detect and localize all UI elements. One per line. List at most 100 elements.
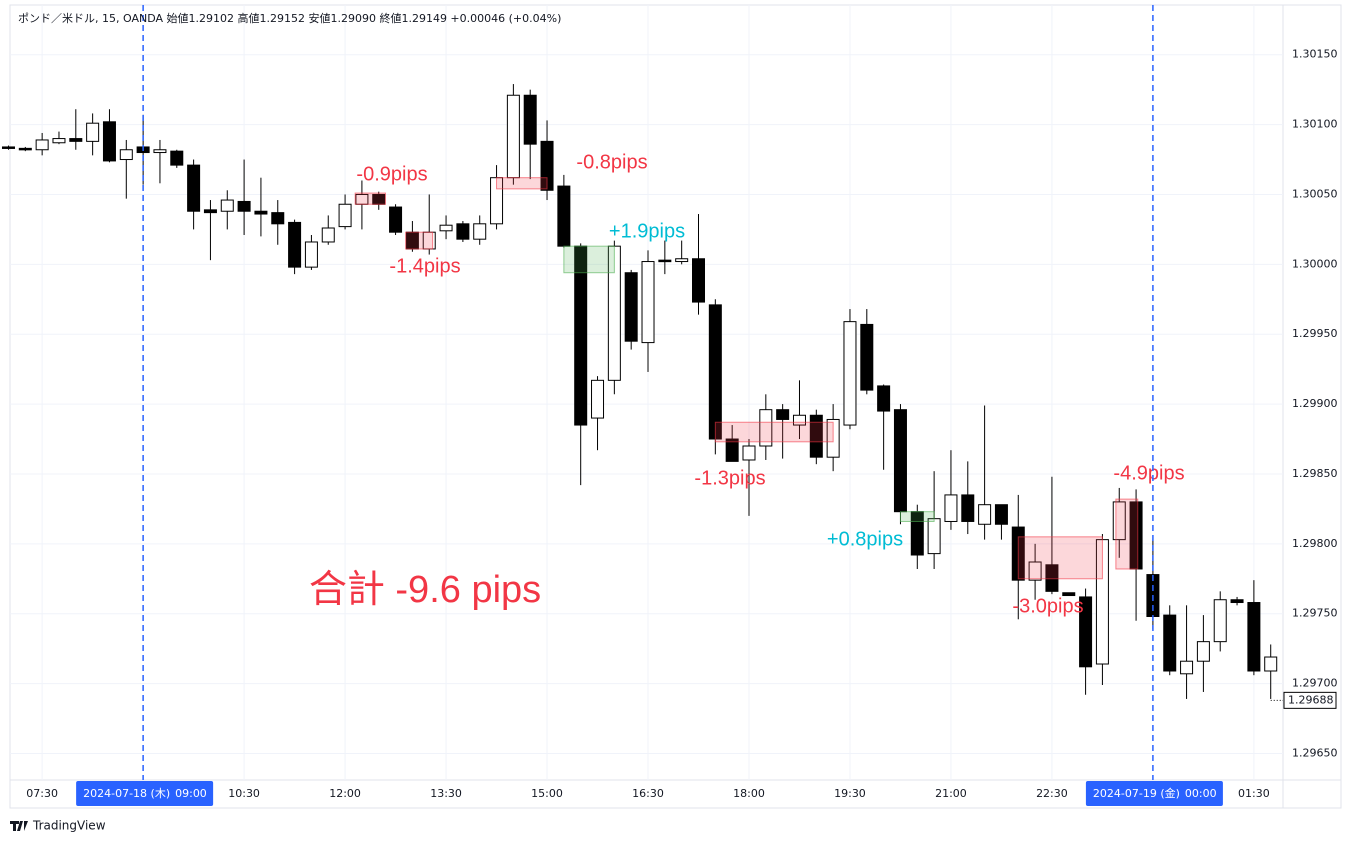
candle-body	[742, 445, 756, 461]
y-tick-label: 1.29700	[1292, 677, 1338, 690]
day-date: 2024-07-18 (木)	[83, 787, 170, 800]
candle-body	[237, 200, 251, 212]
candle-body	[994, 504, 1008, 525]
y-tick-label: 1.29850	[1292, 467, 1338, 480]
candle-body	[809, 414, 823, 458]
zone-label: -4.9pips	[1113, 462, 1184, 484]
trade-zone	[354, 192, 386, 205]
candle-body	[102, 121, 116, 162]
candle-body	[776, 409, 790, 420]
candle-body	[254, 210, 268, 215]
candle-body	[473, 223, 487, 240]
candle-body	[52, 138, 66, 144]
candle-body	[153, 149, 167, 154]
plot: -0.9pips -1.4pips -0.8pips +1.9pips -1.3pips…	[1, 84, 1278, 699]
candle-body	[1, 146, 15, 149]
trade-zone	[405, 231, 434, 250]
candle-body	[86, 122, 100, 142]
day-date: 2024-07-19 (金)	[1093, 786, 1180, 800]
y-tick-label: 1.29900	[1292, 397, 1338, 410]
candle-body	[523, 94, 537, 145]
x-tick-label: 15:00	[531, 787, 563, 800]
candle-body	[338, 203, 352, 228]
x-tick-label: 13:30	[430, 787, 462, 800]
candle-body	[304, 241, 318, 268]
zone-label: +0.8pips	[827, 528, 903, 550]
candle-body	[944, 494, 958, 522]
brand-logo	[10, 821, 28, 831]
x-tick-label: 10:30	[228, 787, 260, 800]
candle-body	[792, 414, 806, 426]
candle-body	[288, 221, 302, 268]
trade-zone	[1017, 536, 1103, 580]
y-tick-label: 1.29950	[1292, 327, 1338, 340]
zone-label: -3.0pips	[1012, 595, 1083, 617]
y-tick-label: 1.30100	[1292, 118, 1338, 131]
candle-body	[170, 150, 184, 166]
candle-body	[1045, 564, 1059, 592]
candle-body	[658, 259, 672, 263]
candle-body	[439, 224, 453, 232]
candle-body	[725, 438, 739, 462]
candle-body	[1264, 656, 1278, 672]
candle-body	[389, 206, 403, 233]
candle-body	[1062, 592, 1076, 597]
x-tick-label: 07:30	[26, 787, 58, 800]
candle-body	[506, 94, 520, 179]
last-price-box	[1283, 691, 1337, 709]
last-price-label: 1.29688	[1288, 693, 1334, 706]
candle-body	[187, 164, 201, 212]
chart-frame	[9, 4, 1342, 809]
candle-body	[220, 199, 234, 212]
day-highlight	[1085, 781, 1223, 806]
axes: 1.30150 1.30100 1.30050 1.30000 1.29950 1.299…	[26, 5, 1338, 806]
candle-body	[591, 379, 605, 419]
candle-body	[893, 409, 907, 513]
trade-zone	[714, 421, 834, 443]
x-tick-label: 12:00	[329, 787, 361, 800]
candle-body	[961, 494, 975, 522]
zone-label: -0.8pips	[576, 151, 647, 173]
trade-zone	[899, 511, 935, 522]
candle-body	[1180, 660, 1194, 675]
total-label: 合計 -9.6 pips	[309, 569, 541, 611]
candle-body	[624, 272, 638, 342]
trade-zone	[563, 245, 615, 274]
candle-body	[456, 223, 470, 240]
y-tick-label: 1.29750	[1292, 607, 1338, 620]
trade-zone	[1115, 498, 1139, 570]
candle-body	[843, 321, 857, 426]
y-tick-label: 1.30050	[1292, 187, 1338, 200]
candle-body	[321, 227, 335, 243]
x-tick-label: 01:30	[1238, 787, 1270, 800]
candle-body	[860, 323, 874, 391]
y-tick-label: 1.30150	[1292, 48, 1338, 61]
x-tick-label: 18:00	[733, 787, 765, 800]
candle-body	[18, 147, 32, 151]
x-tick-label: 19:30	[834, 787, 866, 800]
zone-label: -0.9pips	[356, 163, 427, 185]
header: ポンド／米ドル, 15, OANDA 始値1.29102 高値1.29152 安…	[18, 11, 561, 25]
candle-body	[641, 261, 655, 344]
candle-body	[708, 304, 722, 440]
grid	[10, 5, 1283, 780]
candle-body	[1163, 614, 1177, 672]
candle-body	[1028, 561, 1042, 581]
candle-body	[692, 258, 706, 303]
candle-body	[877, 385, 891, 412]
zone-label: -1.4pips	[389, 255, 460, 277]
day-highlight	[76, 781, 214, 806]
candle-body	[1247, 602, 1261, 672]
x-tick-label: 21:00	[935, 787, 967, 800]
zone-label: +1.9pips	[609, 220, 685, 242]
day-time: 09:00	[175, 787, 207, 800]
candle-body	[1213, 599, 1227, 643]
y-tick-label: 1.29650	[1292, 746, 1338, 759]
x-tick-label: 22:30	[1036, 787, 1068, 800]
candle-body	[1196, 641, 1210, 662]
candle-body	[759, 409, 773, 447]
candle-body	[203, 209, 217, 214]
candle-body	[271, 212, 285, 225]
y-tick-label: 1.29800	[1292, 537, 1338, 550]
candle-body	[927, 518, 941, 555]
